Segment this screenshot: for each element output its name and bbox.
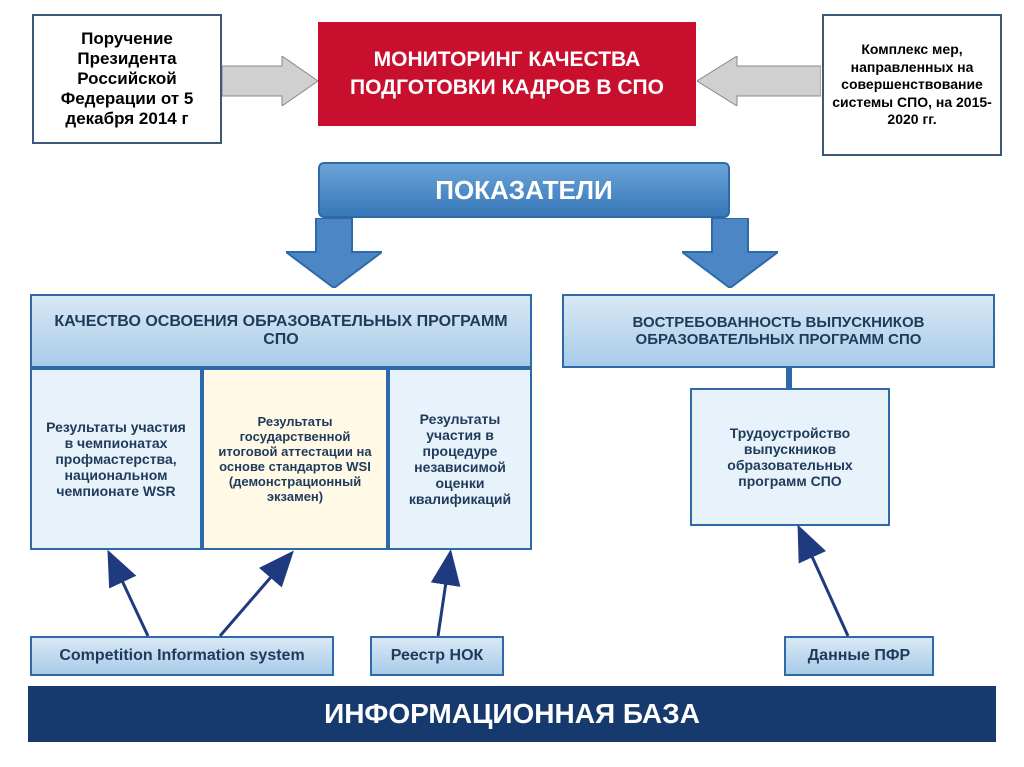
arrow-left-to-title (222, 56, 318, 106)
right-header-text: ВОСТРЕБОВАННОСТЬ ВЫПУСКНИКОВ ОБРАЗОВАТЕЛ… (572, 314, 985, 348)
indicators-text: ПОКАЗАТЕЛИ (435, 175, 612, 206)
title-red-box: МОНИТОРИНГ КАЧЕСТВА ПОДГОТОВКИ КАДРОВ В … (318, 22, 696, 126)
indicators-down-arrow-right (682, 218, 778, 288)
arrow-right-to-title (697, 56, 821, 106)
pfr-box: Данные ПФР (784, 636, 934, 676)
cis-box: Competition Information system (30, 636, 334, 676)
pfr-text: Данные ПФР (808, 647, 910, 665)
connector-right (786, 368, 792, 388)
top-left-text: Поручение Президента Российской Федераци… (42, 29, 212, 129)
cell-4-text: Трудоустройство выпускников образователь… (700, 425, 880, 489)
left-header-text: КАЧЕСТВО ОСВОЕНИЯ ОБРАЗОВАТЕЛЬНЫХ ПРОГРА… (40, 313, 522, 349)
cell-1: Результаты участия в чемпионатах профмас… (30, 368, 202, 550)
infobase-bar: ИНФОРМАЦИОННАЯ БАЗА (28, 686, 996, 742)
cell-2: Результаты государственной итоговой атте… (202, 368, 388, 550)
indicators-box: ПОКАЗАТЕЛИ (318, 162, 730, 218)
right-header: ВОСТРЕБОВАННОСТЬ ВЫПУСКНИКОВ ОБРАЗОВАТЕЛ… (562, 294, 995, 368)
cell-3-text: Результаты участия в процедуре независим… (398, 411, 522, 507)
nok-text: Реестр НОК (391, 647, 484, 665)
top-right-box: Комплекс мер, направленных на совершенст… (822, 14, 1002, 156)
indicators-down-arrow-left (286, 218, 382, 288)
cell-1-text: Результаты участия в чемпионатах профмас… (40, 419, 192, 499)
cell-3: Результаты участия в процедуре независим… (388, 368, 532, 550)
top-left-box: Поручение Президента Российской Федераци… (32, 14, 222, 144)
cell-2-text: Результаты государственной итоговой атте… (212, 414, 378, 504)
infobase-text: ИНФОРМАЦИОННАЯ БАЗА (324, 698, 700, 730)
title-red-text: МОНИТОРИНГ КАЧЕСТВА ПОДГОТОВКИ КАДРОВ В … (326, 46, 688, 103)
left-header: КАЧЕСТВО ОСВОЕНИЯ ОБРАЗОВАТЕЛЬНЫХ ПРОГРА… (30, 294, 532, 368)
cis-text: Competition Information system (59, 647, 304, 665)
nok-box: Реестр НОК (370, 636, 504, 676)
cell-4: Трудоустройство выпускников образователь… (690, 388, 890, 526)
top-right-text: Комплекс мер, направленных на совершенст… (832, 41, 992, 129)
